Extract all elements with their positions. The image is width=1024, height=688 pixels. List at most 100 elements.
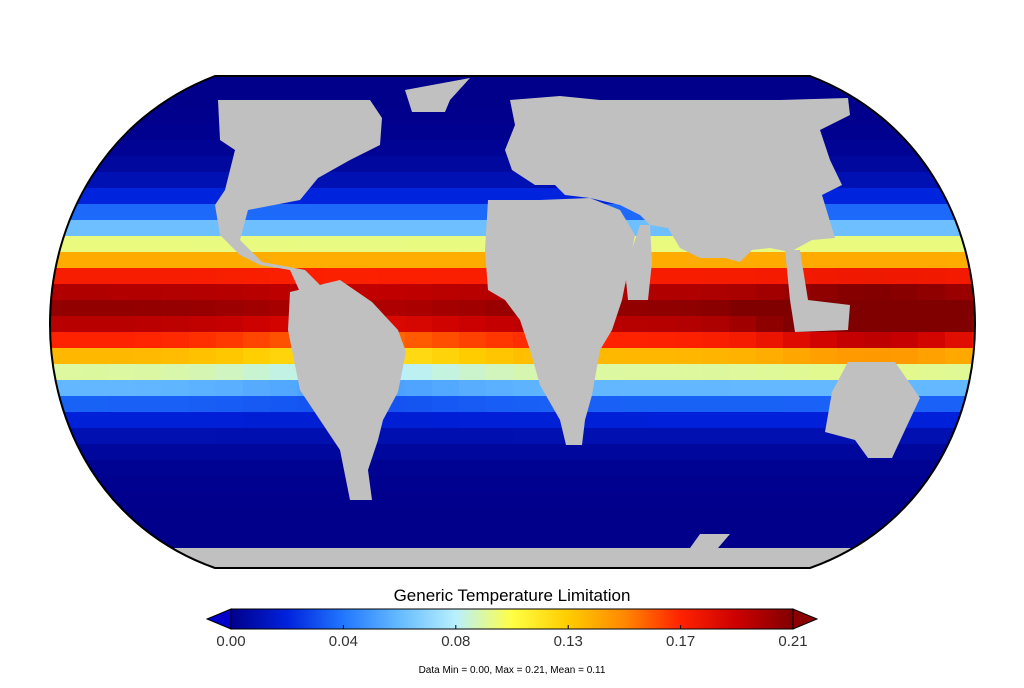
grid-cell — [918, 412, 946, 429]
grid-cell — [918, 396, 946, 413]
grid-cell — [135, 396, 163, 413]
grid-cell — [432, 108, 460, 125]
grid-cell — [729, 396, 757, 413]
grid-cell — [513, 444, 541, 461]
grid-cell — [378, 268, 406, 285]
grid-cell — [405, 300, 433, 317]
grid-cell — [594, 476, 622, 493]
grid-cell — [459, 380, 487, 397]
grid-cell — [54, 460, 82, 477]
grid-cell — [50, 268, 55, 285]
grid-cell — [162, 556, 190, 568]
grid-cell — [243, 300, 271, 317]
colorbar-tick-label: 0.00 — [216, 633, 246, 650]
grid-cell — [351, 156, 379, 173]
grid-cell — [243, 220, 271, 237]
grid-cell — [621, 524, 649, 541]
grid-cell — [135, 460, 163, 477]
grid-cell — [864, 540, 892, 557]
grid-cell — [648, 252, 676, 269]
grid-cell — [972, 300, 975, 317]
grid-cell — [513, 460, 541, 477]
grid-cell — [216, 524, 244, 541]
colorbar — [205, 608, 819, 630]
grid-cell — [999, 60, 1024, 77]
grid-cell — [999, 300, 1024, 317]
grid-cell — [918, 108, 946, 125]
grid-cell — [594, 524, 622, 541]
grid-cell — [972, 508, 975, 525]
grid-cell — [486, 380, 514, 397]
grid-cell — [243, 332, 271, 349]
grid-cell — [50, 92, 55, 109]
grid-cell — [756, 508, 784, 525]
grid-cell — [756, 268, 784, 285]
grid-cell — [162, 508, 190, 525]
grid-cell — [162, 476, 190, 493]
grid-cell — [459, 476, 487, 493]
grid-cell — [0, 284, 28, 301]
grid-cell — [135, 188, 163, 205]
grid-cell — [135, 220, 163, 237]
grid-cell — [54, 108, 82, 125]
grid-cell — [999, 124, 1024, 141]
grid-cell — [378, 76, 406, 77]
grid-cell — [999, 268, 1024, 285]
grid-cell — [189, 524, 217, 541]
grid-cell — [972, 332, 975, 349]
grid-cell — [378, 204, 406, 221]
grid-cell — [972, 124, 975, 141]
grid-cell — [135, 140, 163, 157]
grid-cell — [432, 284, 460, 301]
grid-cell — [0, 124, 28, 141]
grid-cell — [864, 476, 892, 493]
grid-cell — [972, 396, 975, 413]
grid-cell — [810, 444, 838, 461]
grid-cell — [567, 76, 595, 77]
grid-cell — [0, 540, 28, 557]
grid-cell — [54, 76, 82, 93]
grid-cell — [405, 204, 433, 221]
grid-cell — [81, 364, 109, 381]
grid-cell — [945, 444, 973, 461]
grid-cell — [729, 508, 757, 525]
grid-cell — [810, 524, 838, 541]
grid-cell — [486, 156, 514, 173]
grid-cell — [972, 364, 975, 381]
grid-cell — [999, 460, 1024, 477]
grid-cell — [297, 508, 325, 525]
grid-cell — [405, 396, 433, 413]
grid-cell — [729, 316, 757, 333]
grid-cell — [432, 524, 460, 541]
grid-cell — [54, 524, 82, 541]
grid-cell — [918, 76, 946, 77]
grid-cell — [459, 460, 487, 477]
grid-cell — [297, 204, 325, 221]
grid-cell — [216, 300, 244, 317]
grid-cell — [702, 508, 730, 525]
grid-cell — [405, 316, 433, 333]
grid-cell — [837, 124, 865, 141]
grid-cell — [675, 76, 703, 93]
grid-cell — [729, 76, 757, 77]
grid-cell — [648, 444, 676, 461]
grid-cell — [729, 476, 757, 493]
grid-cell — [81, 332, 109, 349]
grid-cell — [756, 364, 784, 381]
grid-cell — [729, 524, 757, 541]
grid-cell — [50, 220, 55, 237]
grid-cell — [108, 108, 136, 125]
grid-cell — [189, 332, 217, 349]
grid-cell — [972, 348, 975, 365]
grid-cell — [0, 60, 28, 77]
grid-cell — [0, 524, 28, 541]
grid-cell — [54, 396, 82, 413]
grid-cell — [864, 348, 892, 365]
grid-cell — [567, 76, 595, 93]
grid-cell — [783, 428, 811, 445]
grid-cell — [891, 284, 919, 301]
grid-cell — [81, 252, 109, 269]
grid-cell — [486, 364, 514, 381]
grid-cell — [675, 476, 703, 493]
